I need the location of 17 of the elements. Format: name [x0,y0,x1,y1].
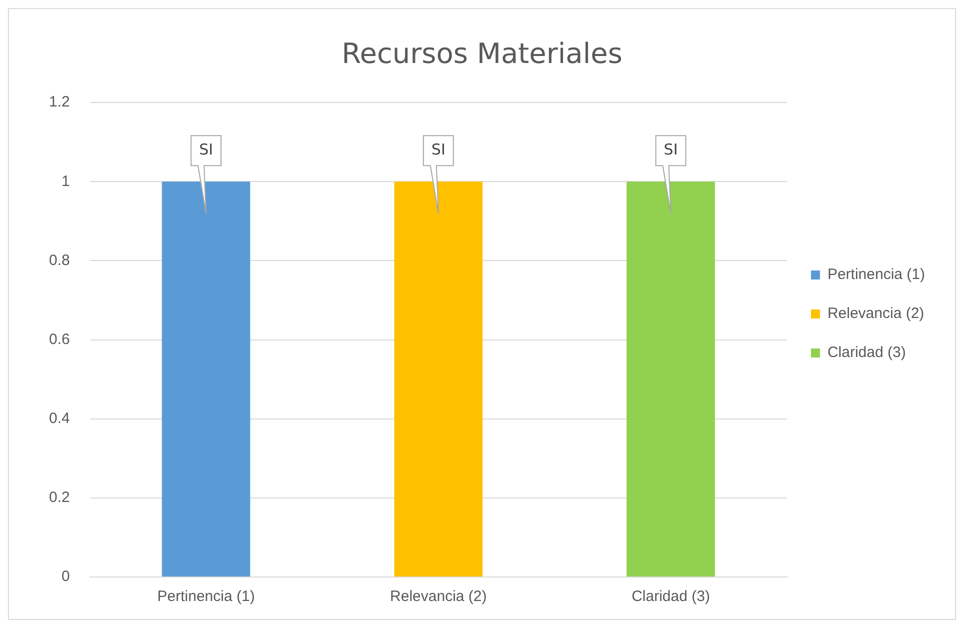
data-label: SI [664,140,678,159]
y-tick-label: 0.6 [48,330,70,348]
y-tick-label: 1.2 [48,94,70,111]
legend-label: Pertinencia (1) [827,266,926,284]
y-tick-label: 0.4 [48,410,70,428]
y-tick-label: 0 [62,568,70,586]
y-tick-label: 0.8 [48,252,70,269]
y-tick-label: 0.2 [48,489,70,506]
x-tick-label: Pertinencia (1) [157,588,255,606]
x-tick-label: Relevancia (2) [390,588,487,606]
x-tick-label: Claridad (3) [632,588,710,606]
data-label: SI [431,140,446,159]
legend-label: Claridad (3) [827,344,906,362]
data-label: SI [199,140,214,159]
chart-title: Recursos Materiales [342,37,622,70]
y-tick-label: 1 [62,172,70,190]
legend-label: Relevancia (2) [827,305,924,322]
